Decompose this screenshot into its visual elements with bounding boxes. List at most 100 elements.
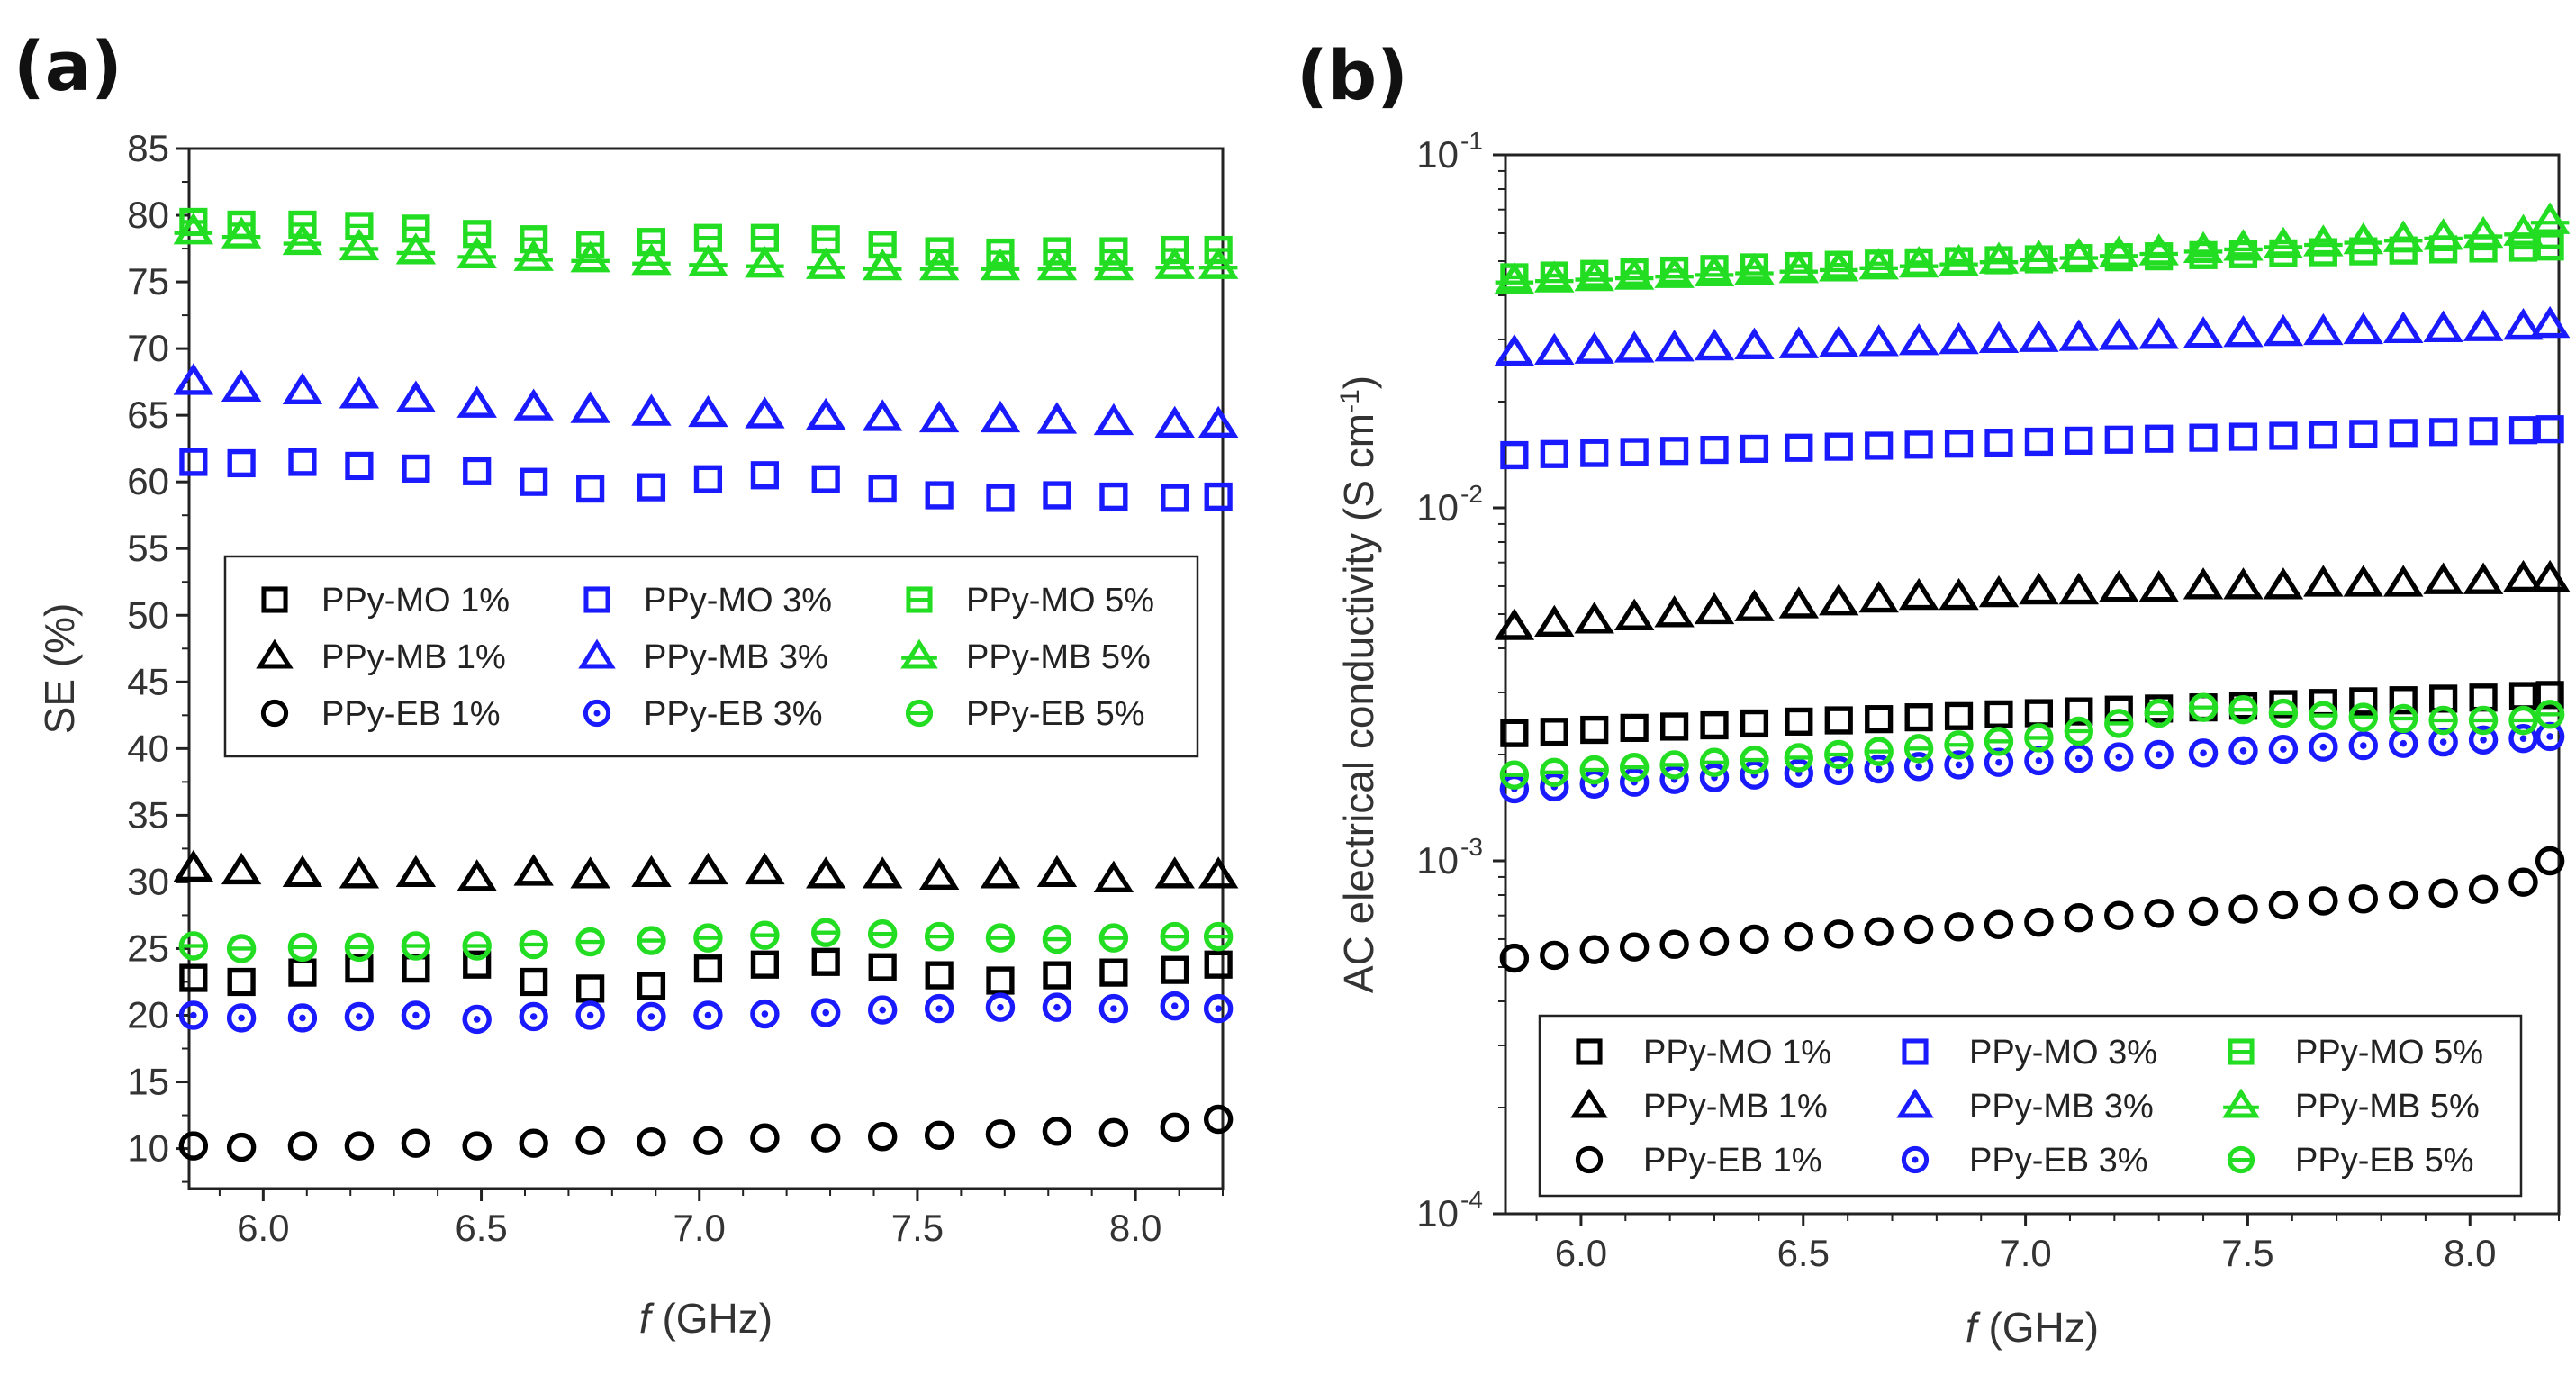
b-point-ppy-mb-5	[1939, 243, 1979, 276]
b-point-ppy-mb-5	[2223, 229, 2264, 261]
a-point-ppy-mo-1	[925, 961, 954, 990]
b-series-ppy-mb-1	[1494, 559, 2571, 640]
b-legend-label: PPy-MO 3%	[1969, 1034, 2157, 1072]
a-point-ppy-mb-1	[513, 854, 554, 886]
a-point-ppy-eb-1	[1098, 1117, 1129, 1148]
b-point-ppy-eb-1	[2508, 867, 2538, 897]
b-point-ppy-mo-1	[2469, 683, 2498, 712]
b-legend-label: PPy-MO 1%	[1643, 1034, 1831, 1072]
a-point-ppy-mb-5	[688, 244, 728, 276]
b-point-ppy-mb-3	[2503, 307, 2544, 340]
b-point-ppy-mo-3	[1700, 435, 1729, 465]
a-x-axis-title-symbol: f	[639, 1295, 655, 1342]
a-point-ppy-mb-5	[1198, 247, 1239, 279]
a-point-ppy-mb-3	[805, 397, 846, 430]
a-series-ppy-eb-5	[178, 918, 1234, 963]
b-legend: PPy-MO 1% PPy-MB 1% PPy-EB 1% PPy-MO 3% PPy-…	[1538, 1014, 2523, 1198]
a-point-ppy-mo-1	[811, 947, 840, 976]
b-point-ppy-mb-3	[1978, 321, 2020, 354]
b-series-group	[1494, 202, 2571, 973]
a-point-ppy-mb-1	[221, 852, 262, 885]
b-point-ppy-eb-1	[1659, 929, 1689, 959]
b-point-ppy-mb-1	[2019, 572, 2059, 605]
a-legend-label: PPy-MB 3%	[644, 638, 828, 676]
b-point-ppy-mb-1	[2099, 570, 2139, 602]
b-point-ppy-mb-5	[2303, 224, 2344, 257]
b-point-ppy-mb-3	[2019, 320, 2059, 352]
a-plot-frame	[187, 147, 1225, 1190]
b-legend-marker-ppy-mo-3	[1902, 1038, 1929, 1065]
b-point-ppy-eb-3	[2268, 734, 2299, 764]
a-legend-marker-ppy-eb-3	[583, 699, 611, 728]
b-legend-label: PPy-MO 5%	[2295, 1034, 2483, 1072]
a-point-ppy-mb-3	[513, 388, 554, 421]
b-point-ppy-eb-5	[2268, 698, 2299, 728]
b-point-ppy-mo-1	[1580, 715, 1609, 745]
a-point-ppy-mb-1	[1093, 860, 1134, 892]
a-legend-label: PPy-MB 5%	[966, 638, 1151, 676]
b-legend-label: PPy-EB 5%	[2295, 1142, 2474, 1180]
a-point-ppy-eb-3	[1203, 993, 1234, 1024]
b-point-ppy-mo-5	[2469, 234, 2498, 263]
b-point-ppy-mo-3	[2269, 421, 2298, 450]
a-point-ppy-mo-1	[637, 972, 666, 1000]
a-point-ppy-mo-3	[986, 484, 1015, 512]
a-point-ppy-eb-3	[178, 1000, 209, 1030]
a-point-ppy-eb-3	[811, 998, 841, 1027]
a-y-tick-label: 80	[127, 194, 169, 236]
b-point-ppy-mo-3	[1580, 439, 1609, 467]
a-point-ppy-eb-5	[867, 918, 898, 949]
b-point-ppy-mo-1	[2389, 686, 2418, 715]
b-point-ppy-mb-3	[2303, 312, 2344, 346]
b-point-ppy-mo-1	[2535, 681, 2564, 710]
a-point-ppy-eb-3	[1160, 991, 1189, 1021]
a-point-ppy-eb-5	[1098, 923, 1129, 953]
a-x-axis-title: f (GHz)	[639, 1295, 773, 1342]
b-point-ppy-eb-1	[1579, 935, 1609, 964]
b-point-ppy-eb-5	[2144, 698, 2174, 728]
b-legend-item: PPy-EB 5%	[2227, 1142, 2474, 1180]
b-x-axis-title: f (GHz)	[1966, 1304, 2099, 1351]
a-y-tick-label: 25	[127, 927, 169, 969]
b-point-ppy-mb-5	[2138, 233, 2179, 266]
a-point-ppy-mb-5	[456, 236, 497, 268]
b-point-ppy-mo-3	[2429, 418, 2458, 447]
b-legend-label: PPy-MB 1%	[1643, 1088, 1828, 1126]
a-legend-box	[223, 555, 1199, 758]
b-point-ppy-eb-5	[1540, 757, 1569, 788]
a-x-tick-label: 6.5	[455, 1207, 507, 1249]
a-point-ppy-mo-3	[402, 454, 430, 483]
b-point-ppy-eb-5	[1659, 750, 1689, 780]
a-legend-label: PPy-EB 5%	[966, 695, 1145, 733]
b-y-tick-label: 10	[1416, 839, 1459, 882]
b-point-ppy-mo-3	[2508, 416, 2538, 445]
a-point-ppy-eb-1	[693, 1126, 723, 1155]
b-point-ppy-eb-3	[2144, 739, 2174, 770]
b-point-ppy-eb-1	[2268, 890, 2299, 920]
b-point-ppy-eb-1	[1984, 909, 2014, 939]
a-point-ppy-eb-5	[811, 918, 841, 947]
b-point-ppy-eb-3	[1903, 752, 1934, 782]
a-point-ppy-mo-3	[693, 465, 723, 493]
a-point-ppy-mb-3	[1198, 405, 1239, 439]
a-point-ppy-eb-5	[178, 931, 209, 961]
b-point-ppy-mo-1	[2349, 687, 2378, 716]
b-point-ppy-eb-3	[2428, 727, 2458, 757]
b-point-ppy-mo-1	[1700, 710, 1729, 740]
b-point-ppy-mo-3	[2228, 422, 2258, 451]
a-series-group	[173, 207, 1239, 1162]
a-point-ppy-mb-5	[221, 216, 262, 249]
b-point-ppy-mo-3	[2189, 423, 2218, 452]
b-point-ppy-mo-1	[1824, 706, 1853, 735]
b-point-ppy-eb-5	[2104, 709, 2134, 738]
b-point-ppy-eb-5	[2468, 705, 2499, 736]
b-point-ppy-mo-3	[2104, 425, 2133, 454]
b-x-tick-label: 6.0	[1555, 1232, 1607, 1274]
b-point-ppy-mb-5	[2019, 240, 2059, 272]
a-x-tick-label: 7.5	[891, 1207, 944, 1249]
a-point-ppy-mo-1	[576, 974, 605, 1003]
b-y-tick-exponent: -2	[1460, 480, 1483, 508]
a-series-ppy-mo-1	[179, 947, 1233, 1003]
b-point-ppy-eb-1	[1824, 919, 1854, 949]
b-point-ppy-mo-1	[2065, 697, 2093, 726]
